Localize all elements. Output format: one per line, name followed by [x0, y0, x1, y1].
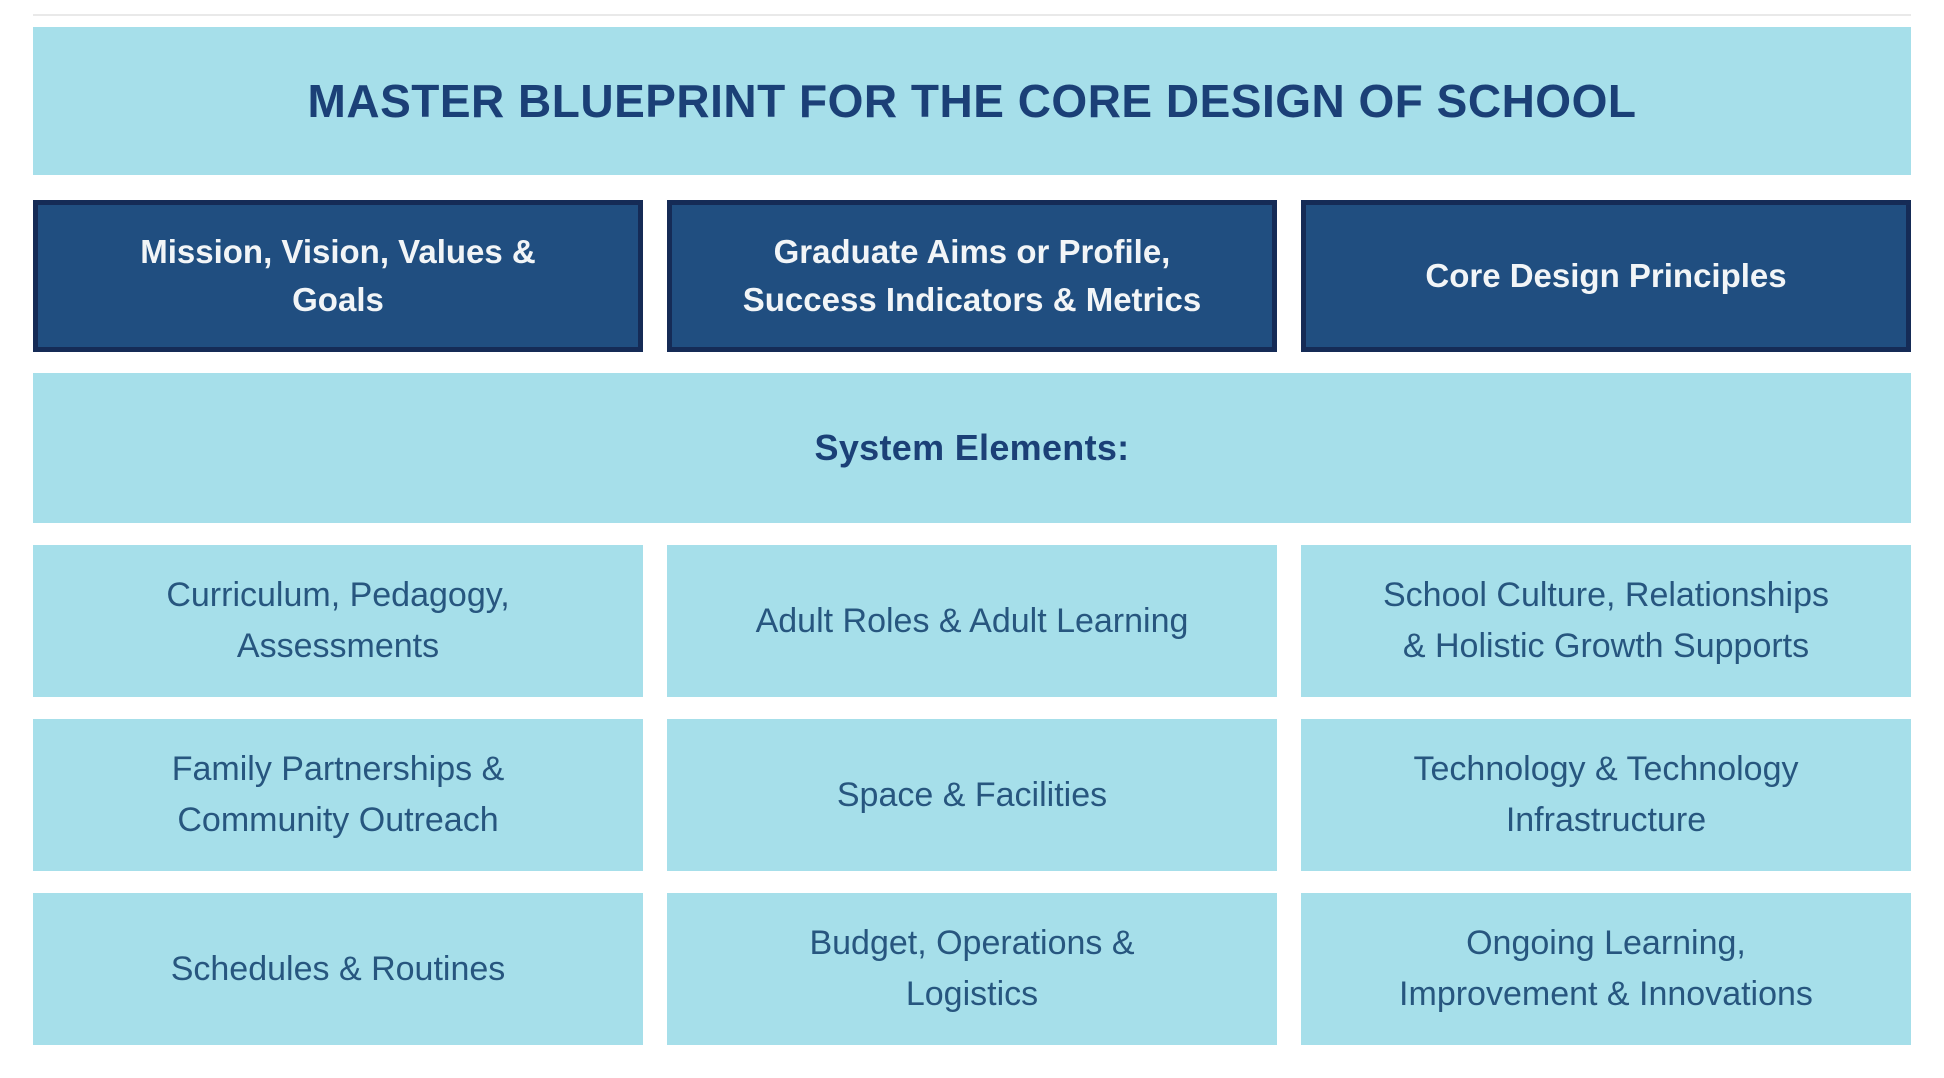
element-school-culture-relationships: School Culture, Relationships & Holistic…: [1301, 545, 1911, 697]
page-title: MASTER BLUEPRINT FOR THE CORE DESIGN OF …: [307, 75, 1637, 127]
top-divider-line: [33, 14, 1911, 16]
system-elements-bar: System Elements:: [33, 373, 1911, 523]
pillar-mission-vision-values-goals: Mission, Vision, Values & Goals: [33, 200, 643, 352]
diagram-content: MASTER BLUEPRINT FOR THE CORE DESIGN OF …: [33, 14, 1911, 1045]
element-technology-infrastructure: Technology & Technology Infrastructure: [1301, 719, 1911, 871]
element-ongoing-learning-improvement-innovations: Ongoing Learning, Improvement & Innovati…: [1301, 893, 1911, 1045]
element-curriculum-pedagogy-assessments: Curriculum, Pedagogy, Assessments: [33, 545, 643, 697]
title-banner: MASTER BLUEPRINT FOR THE CORE DESIGN OF …: [33, 27, 1911, 175]
element-family-partnerships-community-outreach: Family Partnerships & Community Outreach: [33, 719, 643, 871]
element-space-facilities: Space & Facilities: [667, 719, 1277, 871]
element-budget-operations-logistics: Budget, Operations & Logistics: [667, 893, 1277, 1045]
pillar-row: Mission, Vision, Values & Goals Graduate…: [33, 200, 1911, 352]
system-elements-heading: System Elements:: [814, 427, 1130, 468]
element-schedules-routines: Schedules & Routines: [33, 893, 643, 1045]
system-elements-grid: Curriculum, Pedagogy, Assessments Adult …: [33, 545, 1911, 1045]
pillar-graduate-aims-profile: Graduate Aims or Profile, Success Indica…: [667, 200, 1277, 352]
pillar-core-design-principles: Core Design Principles: [1301, 200, 1911, 352]
element-adult-roles-adult-learning: Adult Roles & Adult Learning: [667, 545, 1277, 697]
